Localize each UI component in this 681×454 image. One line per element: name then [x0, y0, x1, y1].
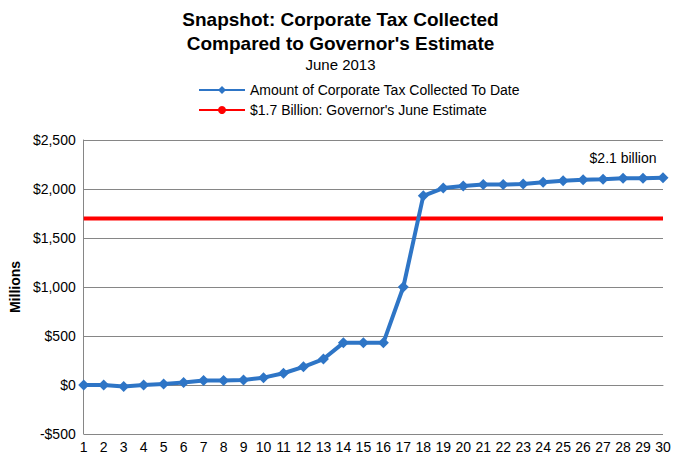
svg-text:14: 14 — [336, 439, 352, 454]
svg-text:6: 6 — [180, 439, 188, 454]
svg-text:-$500: -$500 — [40, 426, 76, 442]
svg-text:Compared to Governor's Estimat: Compared to Governor's Estimate — [187, 33, 495, 54]
svg-text:22: 22 — [495, 439, 511, 454]
svg-text:$500: $500 — [45, 328, 76, 344]
svg-text:4: 4 — [140, 439, 148, 454]
svg-text:$1.7 Billion: Governor's June: $1.7 Billion: Governor's June Estimate — [250, 102, 487, 118]
svg-text:20: 20 — [455, 439, 471, 454]
svg-text:30: 30 — [655, 439, 671, 454]
svg-text:9: 9 — [240, 439, 248, 454]
svg-text:5: 5 — [160, 439, 168, 454]
svg-text:$0: $0 — [60, 377, 76, 393]
svg-text:21: 21 — [475, 439, 491, 454]
svg-text:10: 10 — [256, 439, 272, 454]
svg-text:1: 1 — [80, 439, 88, 454]
svg-text:Snapshot: Corporate Tax Collec: Snapshot: Corporate Tax Collected — [182, 9, 498, 30]
svg-text:19: 19 — [435, 439, 451, 454]
svg-text:15: 15 — [356, 439, 372, 454]
svg-text:$2.1 billion: $2.1 billion — [590, 150, 657, 166]
svg-text:3: 3 — [120, 439, 128, 454]
svg-text:2: 2 — [100, 439, 108, 454]
svg-text:$1,500: $1,500 — [33, 230, 76, 246]
svg-text:26: 26 — [575, 439, 591, 454]
svg-text:$2,000: $2,000 — [33, 181, 76, 197]
svg-text:23: 23 — [515, 439, 531, 454]
svg-text:12: 12 — [296, 439, 312, 454]
svg-text:24: 24 — [535, 439, 551, 454]
svg-text:16: 16 — [376, 439, 392, 454]
svg-text:$2,500: $2,500 — [33, 132, 76, 148]
svg-text:28: 28 — [615, 439, 631, 454]
svg-text:25: 25 — [555, 439, 571, 454]
svg-text:8: 8 — [220, 439, 228, 454]
svg-text:27: 27 — [595, 439, 611, 454]
svg-text:7: 7 — [200, 439, 208, 454]
svg-text:$1,000: $1,000 — [33, 279, 76, 295]
svg-text:13: 13 — [316, 439, 332, 454]
svg-text:17: 17 — [396, 439, 412, 454]
svg-text:29: 29 — [635, 439, 651, 454]
svg-text:June 2013: June 2013 — [305, 56, 375, 73]
svg-text:11: 11 — [276, 439, 291, 454]
svg-text:18: 18 — [416, 439, 432, 454]
svg-text:Amount of Corporate Tax Collec: Amount of Corporate Tax Collected To Dat… — [250, 82, 520, 98]
svg-text:Millions: Millions — [7, 261, 23, 313]
